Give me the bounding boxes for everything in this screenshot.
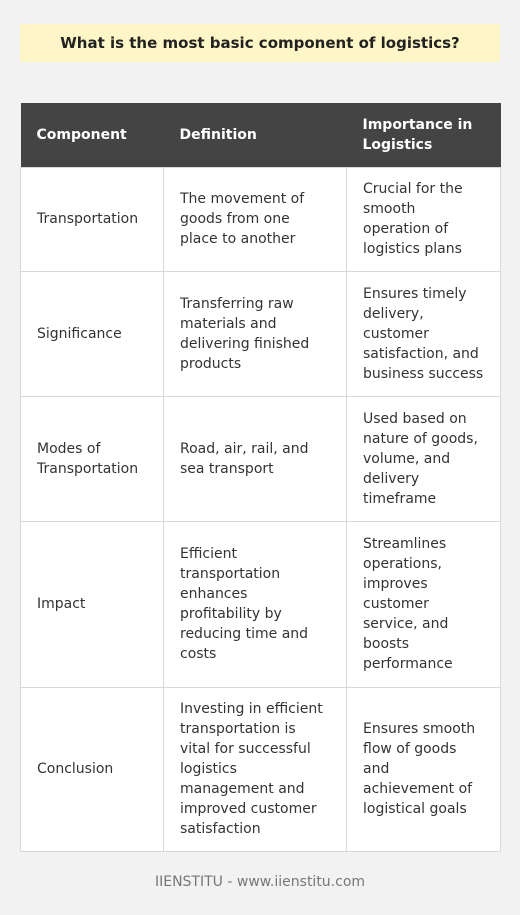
title-banner: What is the most basic component of logi…	[20, 24, 500, 62]
importance-cell: Streamlines operations, improves custome…	[346, 520, 501, 687]
component-cell: Transportation	[20, 166, 164, 271]
footer-credit: IIENSTITU - www.iienstitu.com	[154, 874, 366, 890]
components-table: Component Definition Importance in Logis…	[20, 103, 501, 852]
importance-cell: Ensures timely delivery, customer satisf…	[346, 270, 501, 396]
table-row: Significance Transferring raw materials …	[20, 270, 501, 396]
table-header-row: Component Definition Importance in Logis…	[20, 103, 501, 167]
page-title: What is the most basic component of logi…	[60, 34, 460, 52]
header-definition: Definition	[163, 103, 347, 167]
importance-cell: Used based on nature of goods, volume, a…	[346, 395, 501, 521]
table-row: Transportation The movement of goods fro…	[20, 166, 501, 271]
table-row: Impact Efficient transportation enhances…	[20, 520, 501, 687]
definition-cell: Road, air, rail, and sea transport	[163, 395, 347, 521]
table-row: Modes of Transportation Road, air, rail,…	[20, 395, 501, 521]
definition-cell: Efficient transportation enhances profit…	[163, 520, 347, 687]
header-component: Component	[20, 103, 164, 167]
definition-cell: Investing in efficient transportation is…	[163, 686, 347, 852]
importance-cell: Crucial for the smooth operation of logi…	[346, 166, 501, 271]
component-cell: Modes of Transportation	[20, 395, 164, 521]
definition-cell: The movement of goods from one place to …	[163, 166, 347, 271]
component-cell: Significance	[20, 270, 164, 396]
definition-cell: Transferring raw materials and deliverin…	[163, 270, 347, 396]
importance-cell: Ensures smooth flow of goods and achieve…	[346, 686, 501, 852]
header-importance: Importance in Logistics	[346, 103, 501, 167]
table-row: Conclusion Investing in efficient transp…	[20, 686, 501, 852]
component-cell: Impact	[20, 520, 164, 687]
component-cell: Conclusion	[20, 686, 164, 852]
